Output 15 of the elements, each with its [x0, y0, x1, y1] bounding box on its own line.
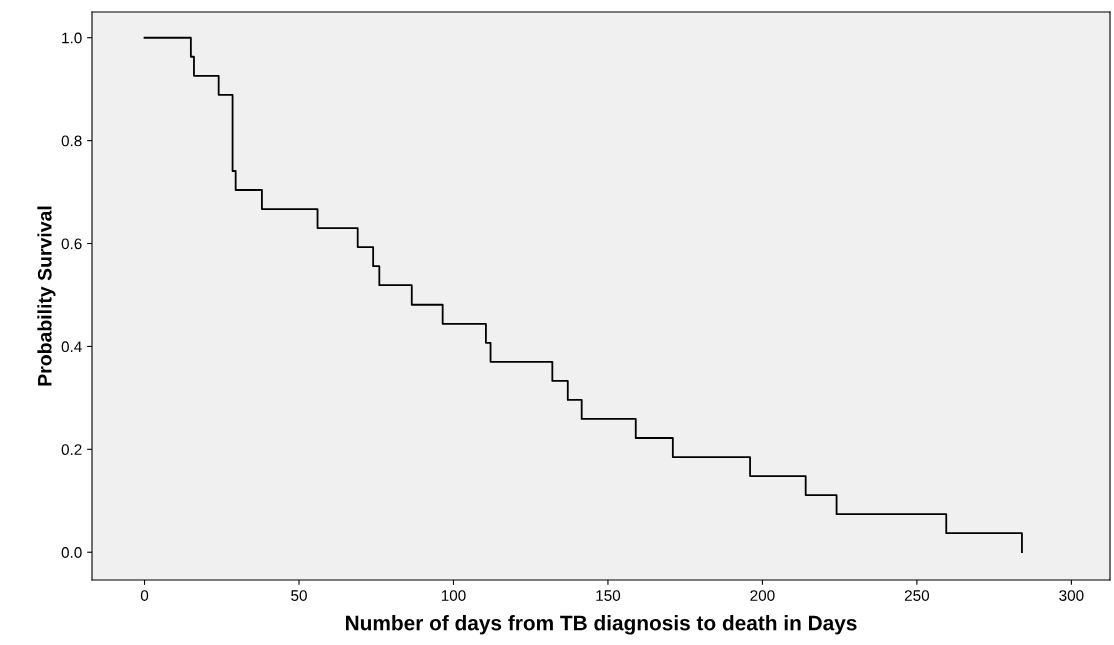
- y-tick-label: 0.4: [61, 341, 82, 353]
- y-tick-label: 0.0: [61, 547, 82, 558]
- x-tick-label: 0: [140, 590, 149, 601]
- x-axis-title: Number of days from TB diagnosis to death in Days: [346, 615, 857, 635]
- x-tick-label: 200: [750, 590, 775, 601]
- x-tick-label: 150: [596, 590, 621, 601]
- y-tick-label: 0.8: [61, 135, 82, 147]
- y-tick-label: 0.6: [61, 238, 82, 250]
- x-tick-label: 250: [904, 590, 930, 601]
- y-tick-label: 0.2: [61, 444, 82, 456]
- y-axis-title: Probability Survival: [37, 206, 56, 386]
- x-tick-label: 300: [1059, 590, 1084, 601]
- x-tick-label: 100: [441, 590, 466, 601]
- y-tick-label: 1.0: [62, 32, 82, 44]
- x-tick-label: 50: [291, 590, 307, 601]
